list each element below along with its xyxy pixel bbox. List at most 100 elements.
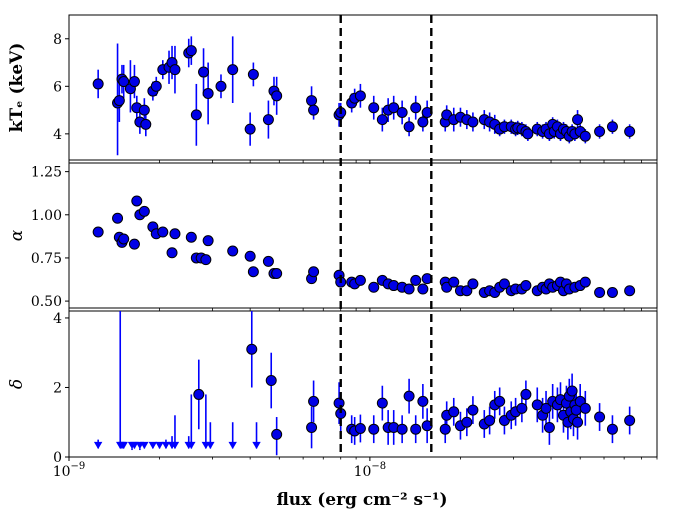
data-point bbox=[410, 274, 422, 286]
upper-limit-arrow bbox=[119, 441, 128, 450]
data-point bbox=[396, 423, 408, 435]
data-point bbox=[368, 281, 380, 293]
data-point bbox=[118, 76, 130, 88]
data-point bbox=[112, 212, 124, 224]
panel-data bbox=[92, 195, 636, 298]
data-point bbox=[92, 226, 104, 238]
data-point bbox=[439, 423, 451, 435]
data-point bbox=[200, 254, 212, 266]
y-label-text: kTₑ (keV) bbox=[7, 43, 27, 133]
data-point bbox=[543, 421, 555, 433]
panel-data bbox=[93, 311, 636, 456]
y-axis-label-2: δ bbox=[7, 379, 27, 389]
data-point bbox=[376, 397, 388, 409]
data-point bbox=[354, 422, 366, 434]
data-point bbox=[579, 402, 591, 414]
data-point bbox=[624, 125, 636, 137]
y-tick-label: 4 bbox=[53, 311, 62, 327]
data-point bbox=[271, 428, 283, 440]
data-point bbox=[540, 402, 552, 414]
data-point bbox=[461, 416, 473, 428]
y-tick-label: 6 bbox=[53, 79, 62, 95]
data-point bbox=[128, 76, 140, 88]
data-point bbox=[247, 68, 259, 80]
data-point bbox=[498, 278, 510, 290]
y-axis-label-0: kTₑ (keV) bbox=[7, 43, 27, 133]
data-point bbox=[131, 195, 143, 207]
x-tick-exponent: −9 bbox=[71, 461, 86, 472]
data-point bbox=[388, 102, 400, 114]
data-point bbox=[448, 276, 460, 288]
data-point bbox=[244, 250, 256, 262]
data-point bbox=[354, 90, 366, 102]
x-tick-label: 10−9 bbox=[53, 461, 86, 480]
data-point bbox=[202, 235, 214, 247]
data-point bbox=[417, 116, 429, 128]
data-point bbox=[169, 228, 181, 240]
data-point bbox=[306, 95, 318, 107]
panel-data bbox=[92, 36, 636, 156]
panel-frame bbox=[68, 310, 658, 458]
data-point bbox=[417, 283, 429, 295]
x-tick-label: 10−8 bbox=[354, 461, 387, 480]
data-point bbox=[417, 395, 429, 407]
data-point bbox=[271, 267, 283, 279]
upper-limit-arrow bbox=[161, 441, 171, 450]
data-point bbox=[579, 130, 591, 142]
data-point bbox=[157, 226, 169, 238]
data-point bbox=[410, 102, 422, 114]
data-point bbox=[169, 64, 181, 76]
data-point bbox=[354, 274, 366, 286]
upper-limit-arrow bbox=[130, 441, 139, 450]
upper-limit-arrow bbox=[252, 441, 261, 450]
data-point bbox=[594, 125, 606, 137]
data-point bbox=[128, 238, 140, 250]
panel-2: 0 2 4 δ bbox=[7, 310, 658, 466]
data-point bbox=[494, 395, 506, 407]
data-point bbox=[185, 231, 197, 243]
data-point bbox=[140, 118, 152, 130]
y-tick-label: 0.50 bbox=[31, 294, 62, 310]
data-point bbox=[246, 343, 258, 355]
y-tick-label: 2 bbox=[53, 380, 62, 396]
x-tick-base: 10 bbox=[53, 464, 71, 480]
data-point bbox=[227, 64, 239, 76]
data-point bbox=[333, 397, 345, 409]
upper-limit-arrow bbox=[155, 441, 164, 450]
data-point bbox=[594, 286, 606, 298]
x-axis: 10−9 10−8 bbox=[53, 461, 386, 480]
data-point bbox=[166, 247, 178, 259]
data-point bbox=[467, 404, 479, 416]
data-point bbox=[308, 104, 320, 116]
data-point bbox=[448, 406, 460, 418]
data-point bbox=[484, 415, 496, 426]
y-tick-label: 1.00 bbox=[31, 208, 62, 224]
data-point bbox=[467, 116, 479, 128]
y-tick-label: 0.75 bbox=[31, 251, 62, 267]
panel-0: 4 6 8 kTₑ (keV) bbox=[7, 14, 658, 164]
data-point bbox=[403, 390, 415, 402]
data-point bbox=[606, 286, 618, 298]
data-point bbox=[403, 121, 415, 133]
data-point bbox=[113, 95, 125, 107]
vertical-lines bbox=[339, 15, 433, 457]
y-axis-label-1: α bbox=[7, 229, 27, 241]
data-point bbox=[572, 416, 584, 428]
data-point bbox=[467, 278, 479, 290]
data-point bbox=[244, 123, 256, 135]
upper-limit-arrow bbox=[140, 441, 149, 450]
upper-limit-arrow bbox=[148, 441, 158, 450]
panel-frame bbox=[68, 14, 658, 161]
data-point bbox=[396, 106, 408, 118]
data-point bbox=[376, 114, 388, 126]
x-tick-base: 10 bbox=[354, 464, 372, 480]
y-tick-label: 4 bbox=[53, 127, 62, 143]
data-point bbox=[368, 102, 380, 114]
upper-limit-arrow bbox=[187, 441, 196, 450]
upper-limit-arrow bbox=[93, 441, 103, 450]
data-point bbox=[572, 114, 584, 126]
data-point bbox=[520, 388, 532, 400]
data-point bbox=[579, 276, 591, 288]
data-point bbox=[606, 121, 618, 133]
